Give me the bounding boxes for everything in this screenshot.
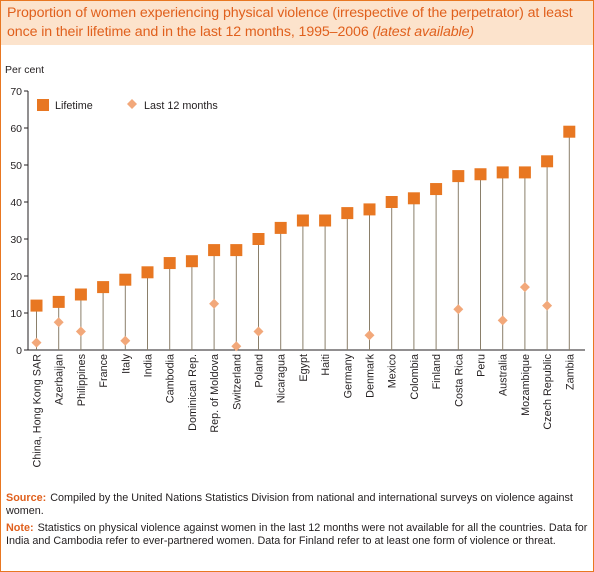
lifetime-point: [52, 295, 65, 308]
x-tick-label: Poland: [254, 354, 266, 388]
last12-point: [53, 317, 64, 328]
y-tick-label: 0: [16, 345, 22, 357]
x-tick-label: Costa Rica: [453, 354, 465, 407]
last12-point: [253, 326, 264, 337]
last12-point: [542, 300, 553, 311]
lifetime-point: [363, 203, 376, 216]
x-tick-label: Germany: [342, 353, 354, 398]
note-text: Statistics on physical violence against …: [6, 522, 588, 547]
x-tick-label: Denmark: [365, 353, 377, 397]
x-tick-label: Haiti: [320, 354, 332, 376]
x-tick-label: China, Hong Kong SAR: [32, 354, 44, 468]
x-tick-label: Peru: [476, 354, 488, 377]
x-tick-label: Switzerland: [231, 354, 243, 410]
lifetime-point: [230, 244, 243, 257]
last12-point: [31, 337, 42, 348]
footnote: Note: Statistics on physical violence aga…: [6, 522, 590, 548]
legend-last12-marker: [127, 99, 137, 109]
lifetime-point: [141, 266, 154, 279]
last12-point: [75, 326, 86, 337]
lifetime-point: [208, 244, 221, 257]
chart-title: Proportion of women experiencing physica…: [7, 4, 587, 42]
x-tick-label: France: [98, 354, 110, 388]
y-tick-label: 40: [10, 197, 22, 209]
lifetime-point: [185, 255, 198, 268]
x-tick-label: India: [143, 354, 155, 377]
notes: Source: Compiled by the United Nations St…: [6, 492, 590, 552]
last12-point: [519, 282, 530, 293]
lifetime-point: [563, 125, 576, 138]
x-tick-label: Australia: [498, 354, 510, 396]
lifetime-point: [319, 214, 332, 227]
lifetime-point: [274, 221, 287, 234]
x-tick-label: Cambodia: [165, 354, 177, 403]
lifetime-point: [296, 214, 309, 227]
lifetime-point: [496, 166, 509, 179]
chart: Per cent 0 10 20 30 40 50 60 70 China, Hong Kong …: [5, 64, 585, 468]
x-tick-label: Mexico: [387, 354, 399, 388]
y-axis-label: Per cent: [5, 64, 44, 76]
last12-point: [453, 304, 464, 315]
source-text: Compiled by the United Nations Statistic…: [6, 492, 573, 517]
x-tick-label: Czech Republic: [542, 353, 554, 429]
lifetime-point: [341, 207, 354, 220]
lifetime-point: [385, 196, 398, 208]
chart-title-main: Proportion of women experiencing physica…: [7, 5, 573, 40]
lifetime-point: [452, 170, 465, 183]
x-tick-label: Rep. of Moldova: [209, 354, 221, 433]
chart-title-note: (latest available): [372, 24, 474, 40]
x-tick-label: Philippines: [76, 353, 88, 406]
x-tick-label: Colombia: [409, 354, 421, 400]
lifetime-point: [541, 155, 554, 168]
x-tick-label: Dominican Rep.: [187, 354, 199, 431]
x-tick-label: Mozambique: [520, 354, 532, 416]
x-tick-label: Italy: [120, 353, 132, 373]
legend-last12-label: Last 12 months: [144, 100, 218, 112]
last12-point: [497, 315, 508, 326]
x-tick-label: Nicaragua: [276, 354, 288, 403]
lifetime-point: [97, 281, 110, 294]
lifetime-point: [74, 288, 87, 301]
note-label: Note:: [6, 522, 34, 534]
x-tick-label: Azerbaijan: [54, 354, 66, 405]
y-tick-label: 50: [10, 160, 22, 172]
lifetime-point: [474, 168, 487, 181]
x-tick-label: Zambia: [564, 354, 576, 390]
legend-lifetime-marker: [37, 99, 49, 111]
last12-point: [209, 298, 220, 309]
y-tick-label: 30: [10, 234, 22, 246]
y-tick-label: 20: [10, 271, 22, 283]
lifetime-point: [163, 257, 176, 270]
lifetime-point: [430, 183, 443, 196]
lifetime-point: [252, 233, 265, 245]
source-note: Source: Compiled by the United Nations St…: [6, 492, 590, 518]
y-tick-label: 10: [10, 308, 22, 320]
last12-point: [364, 330, 375, 341]
y-tick-label: 60: [10, 123, 22, 135]
lifetime-point: [119, 273, 132, 286]
x-tick-label: Finland: [431, 354, 443, 389]
source-label: Source:: [6, 492, 47, 504]
legend-lifetime-label: Lifetime: [55, 100, 93, 112]
last12-point: [231, 341, 242, 352]
lifetime-point: [407, 192, 420, 205]
title-banner: Proportion of women experiencing physica…: [1, 1, 593, 45]
lifetime-point: [518, 166, 531, 179]
y-tick-label: 70: [10, 86, 22, 98]
last12-point: [120, 335, 131, 346]
lifetime-point: [30, 299, 43, 312]
x-tick-label: Egypt: [298, 354, 310, 382]
